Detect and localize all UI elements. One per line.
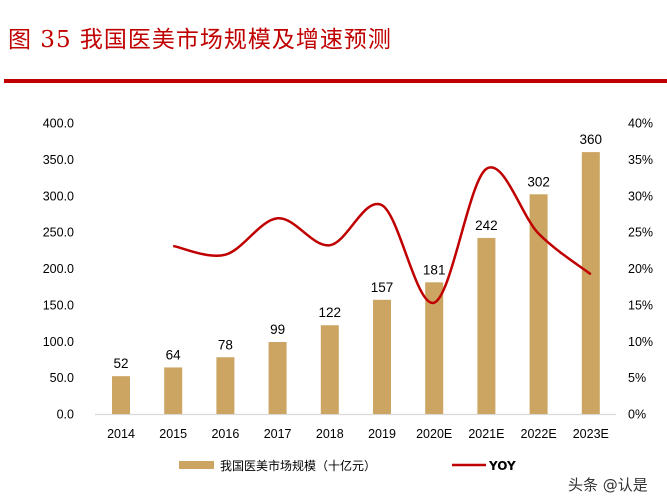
x-axis-tick: 2023E: [573, 427, 609, 441]
title-rule: [4, 79, 667, 83]
legend: 我国医美市场规模（十亿元） YOY: [179, 458, 516, 473]
bar: [216, 357, 235, 414]
x-axis-tick: 2017: [264, 427, 292, 441]
left-axis-tick: 50.0: [50, 371, 74, 385]
left-axis-tick: 0.0: [57, 408, 74, 422]
bar: [477, 237, 496, 414]
bar-value-label: 78: [218, 337, 233, 352]
bar-value-label: 181: [423, 262, 446, 277]
legend-swatch-bar: [179, 461, 214, 469]
right-axis-tick: 30%: [628, 189, 653, 203]
right-axis-tick: 0%: [628, 408, 646, 422]
left-axis-tick: 400.0: [43, 117, 74, 131]
bar-value-label: 302: [527, 174, 550, 189]
x-axis-tick: 2015: [159, 427, 187, 441]
bar-value-label: 122: [319, 305, 342, 320]
left-axis-tick: 100.0: [43, 335, 74, 349]
right-axis-tick: 40%: [628, 117, 653, 131]
x-axis-tick: 2020E: [416, 427, 452, 441]
right-axis-tick: 20%: [628, 262, 653, 276]
bar-value-label: 242: [475, 218, 498, 233]
bar: [268, 341, 287, 414]
bar: [164, 367, 183, 414]
right-axis-tick: 15%: [628, 298, 653, 312]
figure-title: 图 35 我国医美市场规模及增速预测: [8, 27, 392, 53]
right-axis-tick: 5%: [628, 371, 646, 385]
left-axis-tick: 200.0: [43, 262, 74, 276]
right-axis-tick: 10%: [628, 335, 653, 349]
x-axis-tick: 2014: [107, 427, 135, 441]
left-axis-tick: 250.0: [43, 226, 74, 240]
x-axis-tick: 2022E: [521, 427, 557, 441]
bar-value-label: 360: [580, 132, 603, 147]
bar-value-label: 157: [371, 280, 394, 295]
bar: [112, 376, 130, 414]
watermark: 头条 @认是: [568, 476, 648, 494]
bar-value-label: 99: [270, 322, 285, 337]
bar: [425, 282, 444, 414]
x-axis-tick: 2018: [316, 427, 344, 441]
x-axis-tick: 2021E: [468, 427, 504, 441]
left-axis-tick: 300.0: [43, 189, 74, 203]
bar: [529, 194, 548, 414]
bar: [581, 152, 600, 414]
right-axis-tick: 25%: [628, 226, 653, 240]
bar: [320, 325, 339, 414]
x-axis-tick: 2019: [368, 427, 396, 441]
bar: [373, 299, 391, 414]
legend-label-line: YOY: [488, 459, 516, 473]
bar-value-label: 52: [113, 356, 128, 371]
bar-value-label: 64: [166, 347, 182, 362]
legend-label-bar: 我国医美市场规模（十亿元）: [220, 458, 376, 473]
x-axis-tick: 2016: [211, 427, 239, 441]
left-axis-tick: 150.0: [43, 298, 74, 312]
right-axis-tick: 35%: [628, 153, 653, 167]
yoy-line: [172, 166, 592, 304]
left-axis-tick: 350.0: [43, 153, 74, 167]
